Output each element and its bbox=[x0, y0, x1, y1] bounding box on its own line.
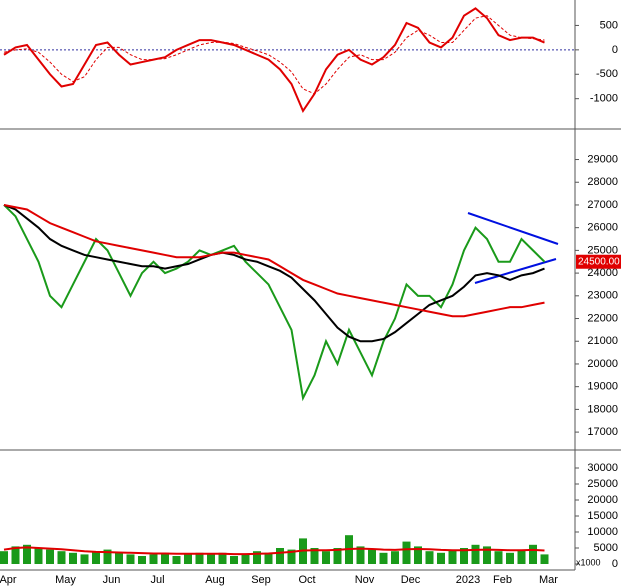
x-tick-label: Aug bbox=[205, 574, 225, 586]
volume-bar bbox=[437, 552, 445, 564]
series-line bbox=[3, 15, 545, 95]
volume-bar bbox=[161, 552, 169, 564]
x-tick-label: Mar bbox=[539, 574, 558, 586]
y-tick-label: -500 bbox=[596, 68, 618, 80]
series-line bbox=[3, 204, 545, 343]
y-tick-label: 21000 bbox=[587, 335, 618, 347]
y-tick-label: 20000 bbox=[587, 494, 618, 506]
volume-bar bbox=[149, 554, 158, 564]
volume-bar bbox=[218, 552, 227, 564]
volume-bar bbox=[138, 556, 146, 564]
last-price-box bbox=[576, 254, 621, 269]
volume-bar bbox=[195, 552, 204, 564]
volume-bar bbox=[483, 546, 491, 564]
volume-bar bbox=[126, 554, 135, 564]
volume-bar bbox=[391, 551, 399, 564]
trendline bbox=[474, 258, 557, 284]
volume-bar bbox=[0, 551, 8, 564]
last-price-label: 24500.00 bbox=[578, 256, 620, 267]
y-tick-label: -1000 bbox=[590, 93, 618, 105]
volume-bar bbox=[529, 544, 537, 564]
y-tick-label: 25000 bbox=[587, 478, 618, 490]
y-tick-label: 20000 bbox=[587, 358, 618, 370]
y-tick-label: 0 bbox=[612, 44, 618, 56]
y-tick-label: 23000 bbox=[587, 290, 618, 302]
volume-bar bbox=[402, 541, 411, 564]
series-line bbox=[3, 546, 545, 556]
volume-bar bbox=[184, 554, 192, 564]
x-tick-label: Jun bbox=[103, 574, 121, 586]
x-tick-label: Apr bbox=[0, 574, 17, 586]
y-tick-label: 30000 bbox=[587, 462, 618, 474]
y-tick-label: 17000 bbox=[587, 426, 618, 438]
volume-bar bbox=[11, 546, 20, 564]
volume-bar bbox=[103, 549, 112, 564]
volume-bar bbox=[276, 548, 284, 564]
series-line bbox=[3, 204, 546, 402]
y-tick-label: 18000 bbox=[587, 403, 618, 415]
volume-bar bbox=[69, 552, 77, 564]
series-line bbox=[3, 203, 545, 318]
x-tick-label: Sep bbox=[251, 574, 271, 586]
volume-bar bbox=[379, 552, 388, 564]
volume-bar bbox=[230, 556, 238, 564]
y-tick-label: 28000 bbox=[587, 176, 618, 188]
x-tick-label: Nov bbox=[355, 574, 375, 586]
volume-bar bbox=[356, 546, 365, 564]
volume-bar bbox=[494, 551, 503, 564]
volume-bar bbox=[448, 549, 457, 564]
x-tick-label: May bbox=[55, 574, 76, 586]
x-tick-label: Oct bbox=[298, 574, 315, 586]
y-tick-label: 26000 bbox=[587, 222, 618, 234]
volume-bar bbox=[287, 549, 296, 564]
series-line bbox=[3, 7, 545, 113]
volume-bar bbox=[310, 548, 319, 564]
x-tick-label: Jul bbox=[150, 574, 164, 586]
volume-bar bbox=[471, 544, 480, 564]
volume-bar bbox=[506, 552, 514, 564]
x-tick-label: Dec bbox=[401, 574, 421, 586]
volume-bar bbox=[517, 549, 526, 564]
volume-bar bbox=[34, 548, 43, 564]
volume-bar bbox=[23, 544, 31, 564]
trendline bbox=[467, 212, 559, 245]
y-tick-label: 27000 bbox=[587, 199, 618, 211]
volume-bar bbox=[172, 556, 181, 564]
volume-bar bbox=[425, 551, 434, 564]
volume-bar bbox=[322, 551, 330, 564]
y-tick-label: 24000 bbox=[587, 267, 618, 279]
y-tick-label: 22000 bbox=[587, 312, 618, 324]
volume-bar bbox=[264, 552, 273, 564]
x-tick-label: 2023 bbox=[456, 574, 480, 586]
volume-bar bbox=[57, 551, 66, 564]
volume-bar bbox=[241, 554, 250, 564]
y-tick-label: 0 bbox=[612, 558, 618, 570]
volume-bar bbox=[46, 549, 54, 564]
volume-bar bbox=[414, 546, 422, 564]
y-tick-label: 5000 bbox=[594, 542, 618, 554]
volume-bar bbox=[333, 548, 342, 564]
y-tick-label: 19000 bbox=[587, 381, 618, 393]
volume-bar bbox=[115, 552, 123, 564]
volume-bar bbox=[92, 551, 100, 564]
unit-label: x1000 bbox=[576, 557, 601, 567]
volume-bar bbox=[207, 554, 215, 564]
y-tick-label: 25000 bbox=[587, 244, 618, 256]
volume-bar bbox=[460, 548, 468, 564]
y-tick-label: 10000 bbox=[587, 526, 618, 538]
x-tick-label: Feb bbox=[493, 574, 512, 586]
y-tick-label: 15000 bbox=[587, 510, 618, 522]
volume-bar bbox=[368, 549, 376, 564]
volume-bar bbox=[253, 551, 261, 564]
volume-bar bbox=[80, 554, 89, 564]
volume-bar bbox=[540, 554, 549, 564]
y-tick-label: 500 bbox=[600, 19, 618, 31]
y-tick-label: 29000 bbox=[587, 153, 618, 165]
